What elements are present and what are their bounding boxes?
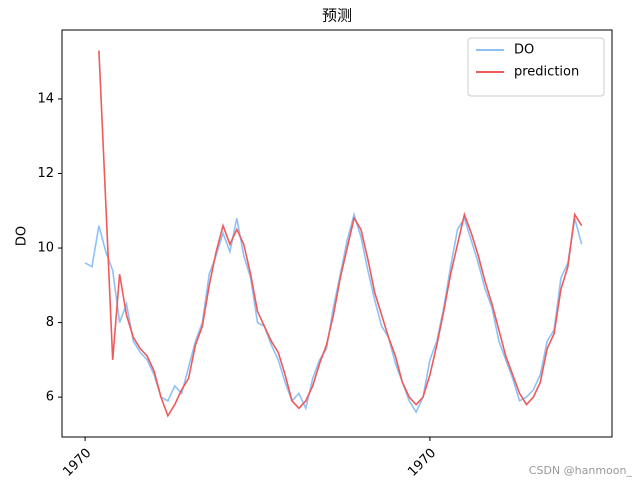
legend-label: DO [514,43,534,58]
legend-label: prediction [514,65,579,80]
watermark: CSDN @hanmoon_ [529,464,633,477]
x-tick-label: 1970 [60,446,94,480]
series-line [98,50,583,418]
y-tick-label: 10 [37,241,54,256]
y-tick-label: 6 [46,390,54,405]
x-tick-label: 1970 [405,446,439,480]
series-line [84,211,583,414]
chart-title: 预测 [322,7,352,25]
y-tick-label: 12 [37,166,54,181]
y-axis-label: DO [15,226,30,246]
y-tick-label: 8 [46,315,54,330]
legend-box [467,37,605,97]
plot-frame [61,29,613,438]
y-tick-label: 14 [37,91,54,106]
